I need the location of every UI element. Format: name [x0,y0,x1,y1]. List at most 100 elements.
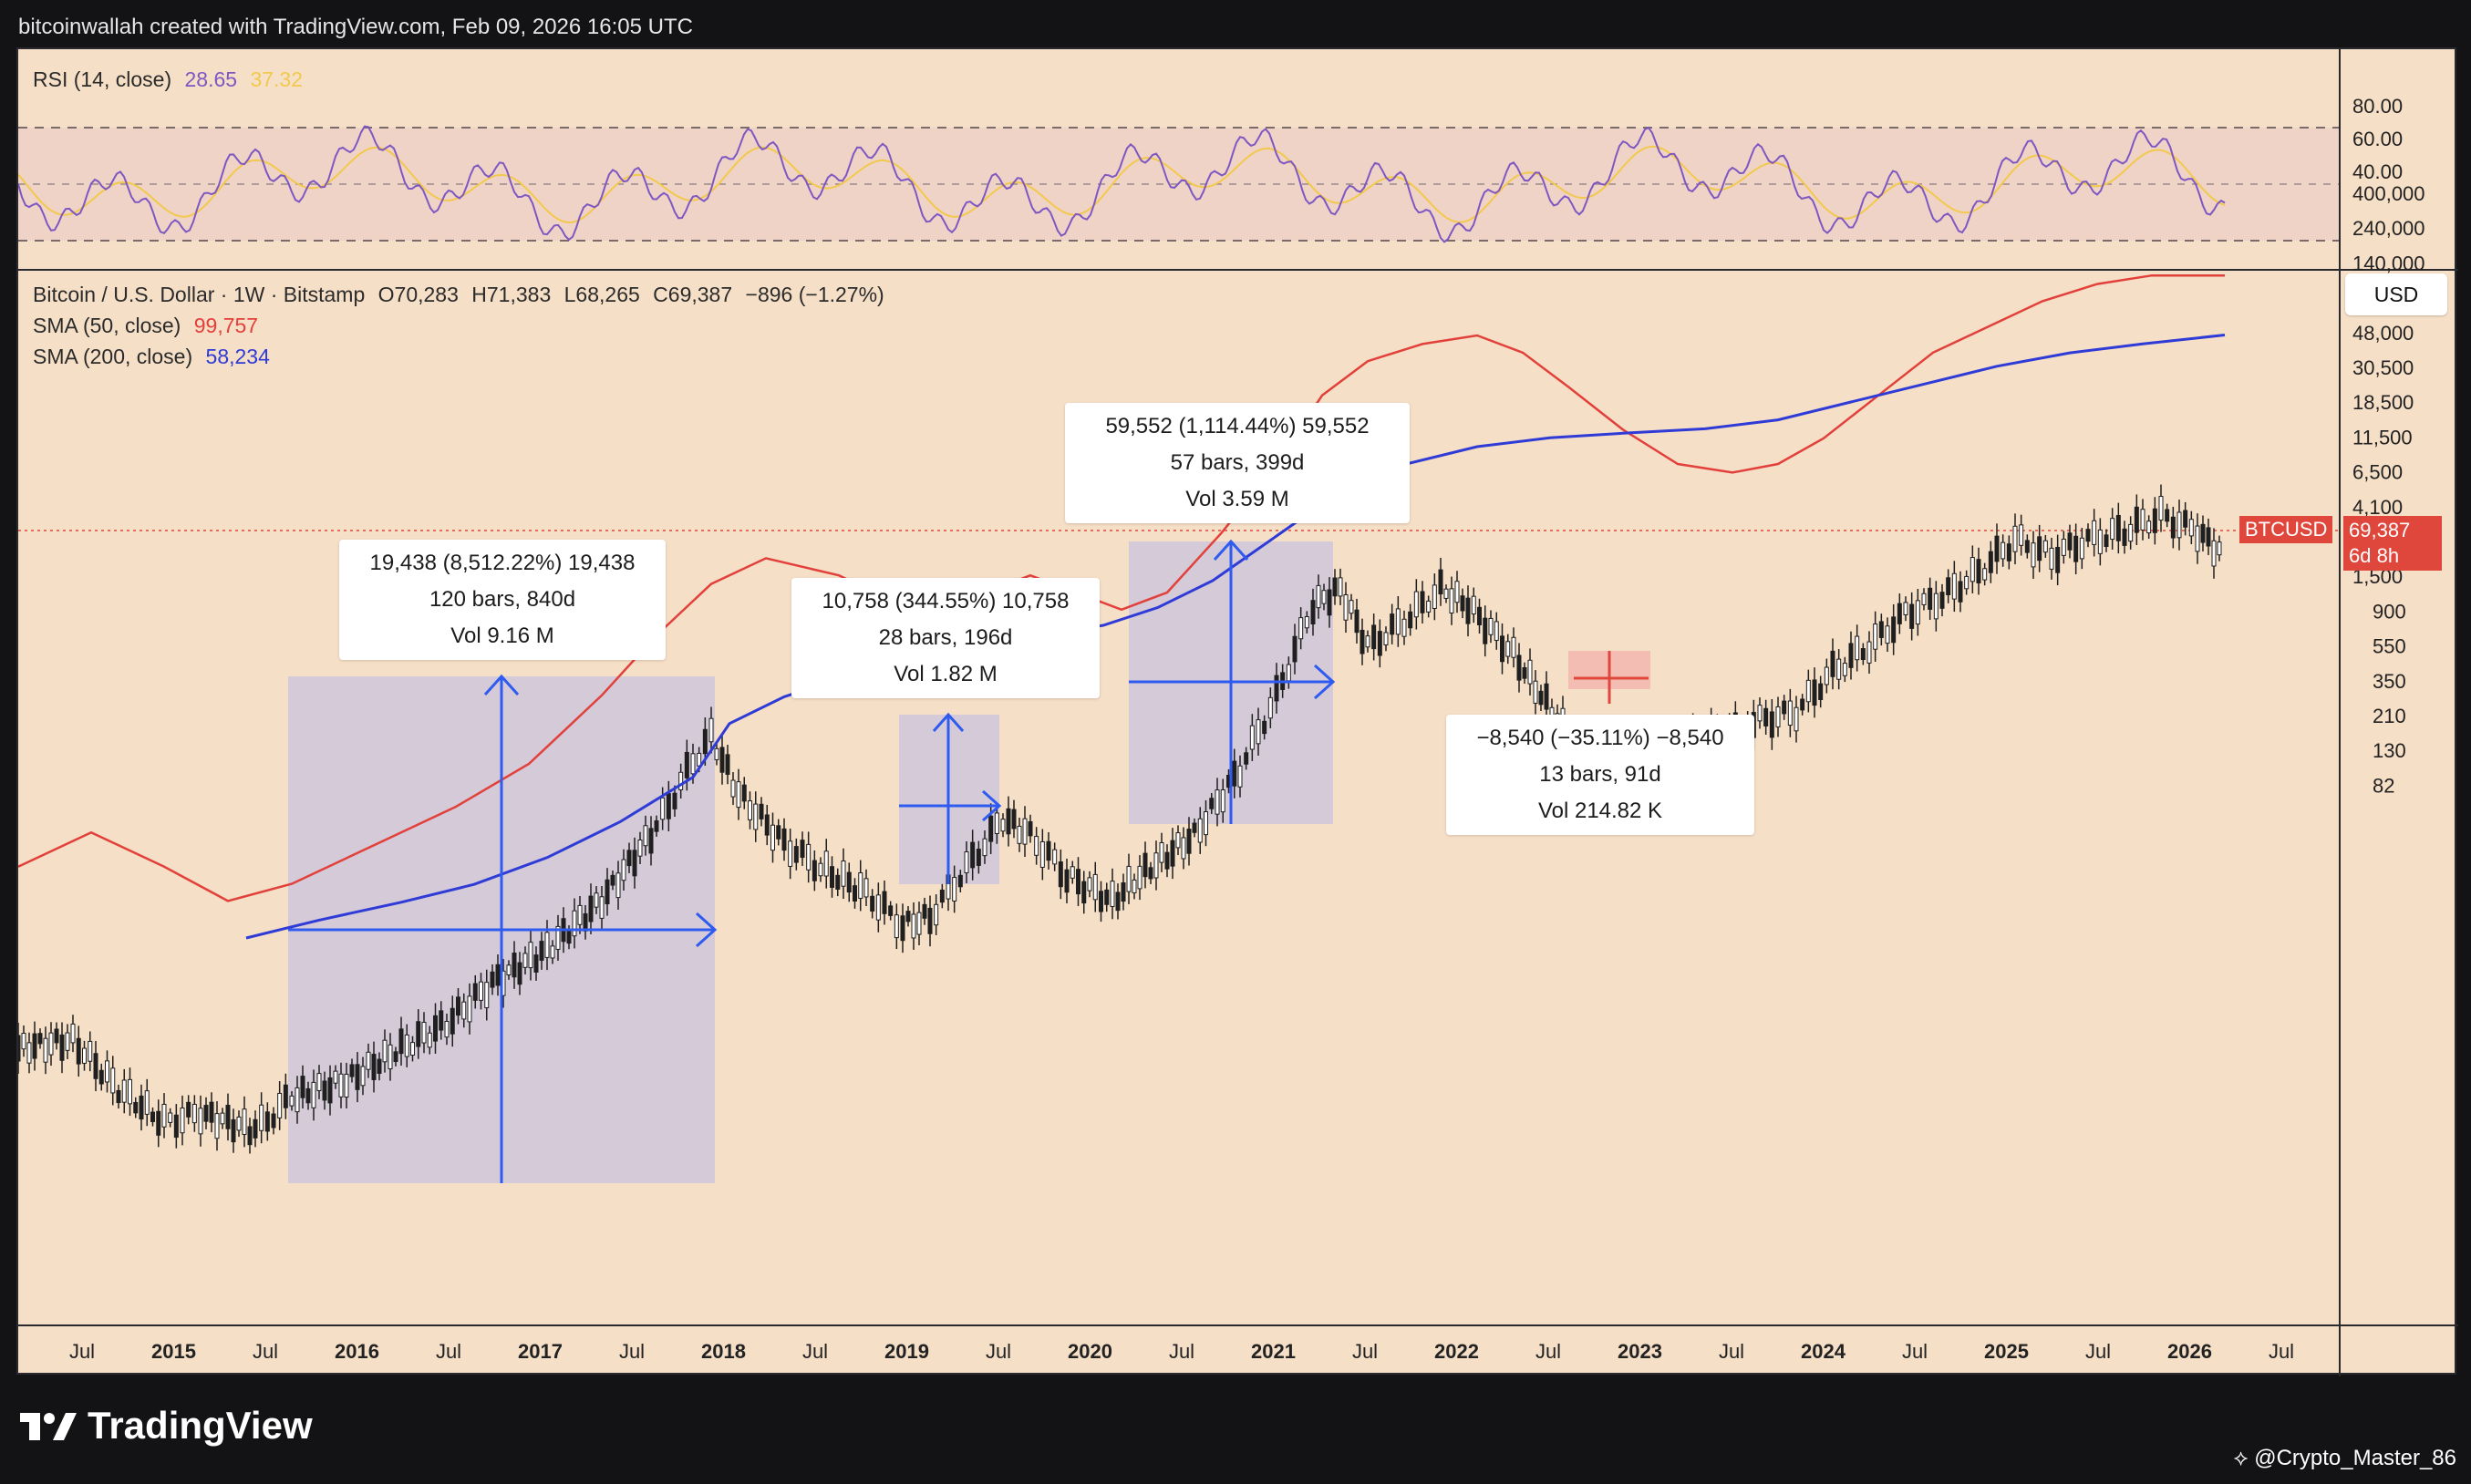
candle-body [952,877,957,902]
candle-body [1215,789,1220,815]
time-axis-tick: Jul [1719,1340,1744,1363]
tradingview-logo[interactable]: TradingView [20,1404,313,1448]
candle-body [599,896,605,919]
candle-body [594,892,599,908]
candle-body [1092,873,1098,901]
candle-body [1274,675,1279,702]
time-axis-tick: Jul [802,1340,828,1363]
price-axis-tick: 6,500 [2352,461,2403,484]
candle-body [1197,818,1203,843]
candle-body [506,964,512,976]
sma200-line [245,334,2226,940]
chart-header-text: bitcoinwallah created with TradingView.c… [18,15,693,39]
candle-body [741,784,747,802]
measure-label-1-line3: Vol 9.16 M [450,623,554,648]
time-axis-tick: Jul [69,1340,95,1363]
candle-body [2115,514,2121,541]
measure-label-4-line1: −8,540 (−35.11%) −8,540 [1476,726,1724,750]
candle-body [247,1126,253,1146]
author-credit[interactable]: ⟡ @Crypto_Master_86 [2234,1446,2456,1471]
time-axis-tick: Jul [1902,1340,1928,1363]
candle-body [18,1035,21,1062]
candle-body [1860,648,1866,661]
candle-body [1909,603,1915,629]
candle-body [1046,840,1051,861]
candle-body [1365,635,1370,648]
candle-body [1316,584,1321,609]
candle-body [911,913,916,939]
candle-body [1181,837,1186,860]
price-axis-tick: 30,500 [2352,356,2414,379]
candle-body [1132,879,1137,893]
candle-body [1855,635,1860,661]
candle-body [495,964,501,986]
candle-body [812,860,817,881]
arrow-v-2-head [932,712,965,732]
currency-button[interactable]: USD [2345,273,2447,315]
measure-label-4-line2: 13 bars, 91d [1539,762,1661,787]
candle-body [1818,683,1824,700]
candle-body [922,903,927,919]
candle-body [994,812,999,834]
candle-body [150,1111,155,1122]
candle-body [2019,524,2024,546]
candle-body [467,995,472,1023]
time-axis-tick: Jul [619,1340,645,1363]
measure-label-4-line3: Vol 214.82 K [1537,799,1663,823]
candle-body [1505,641,1511,657]
candle-body [1121,882,1126,902]
candle-body [1805,679,1811,703]
candle-body [1527,659,1533,685]
time-axis-tick: 2020 [1068,1340,1112,1363]
candle-body [2085,529,2091,542]
candle-body [1164,851,1170,870]
candle-body [1137,865,1142,890]
candle-body [1175,832,1181,849]
price-axis-tick: 900 [2373,600,2406,623]
candle-body [1153,852,1159,879]
candle-body [393,1051,398,1063]
candle-body [2031,542,2036,568]
candle-body [1099,891,1103,912]
candle-body [1454,581,1460,603]
candle-body [2217,541,2222,556]
candle-body [678,771,684,790]
candle-body [1915,600,1920,625]
candle-body [863,878,869,898]
candle-body [1921,593,1927,605]
candle-body [439,1010,444,1031]
candle-body [37,1033,43,1045]
price-axis-tick: 140,000 [2352,252,2425,274]
price-axis-tick: 350 [2373,670,2406,693]
candle-body [180,1108,185,1134]
candle-body [588,895,594,922]
measure-label-3[interactable]: 59,552 (1,114.44%) 59,552 57 bars, 399d … [1065,403,1410,523]
candle-body [1371,624,1377,650]
measure-label-2[interactable]: 10,758 (344.55%) 10,758 28 bars, 196d Vo… [791,578,1100,698]
time-axis-tick: 2022 [1434,1340,1479,1363]
candle-body [2158,496,2164,521]
price-axis-tick: 240,000 [2352,217,2425,240]
candle-body [1958,581,1963,603]
candle-body [1432,584,1437,609]
candle-body [209,1101,214,1123]
symbol-tag: BTCUSD [2245,518,2328,541]
measure-label-4[interactable]: −8,540 (−35.11%) −8,540 13 bars, 91d Vol… [1446,715,1754,835]
candle-body [54,1028,59,1044]
candle-body [1769,711,1774,738]
candle-body [1186,829,1192,854]
candle-body [404,1034,409,1057]
measure-label-1[interactable]: 19,438 (8,512.22%) 19,438 120 bars, 840d… [339,540,666,660]
candle-body [1787,700,1793,727]
sma50-value: 99,757 [193,314,259,337]
time-axis-tick: 2016 [335,1340,379,1363]
candle-body [1933,593,1939,620]
candle-body [1298,617,1304,640]
price-axis-tick: 4,100 [2352,496,2403,519]
candle-body [2097,529,2103,554]
candle-body [360,1066,366,1087]
price-axis-tick: 400,000 [2352,182,2425,205]
candle-body [2170,516,2176,539]
